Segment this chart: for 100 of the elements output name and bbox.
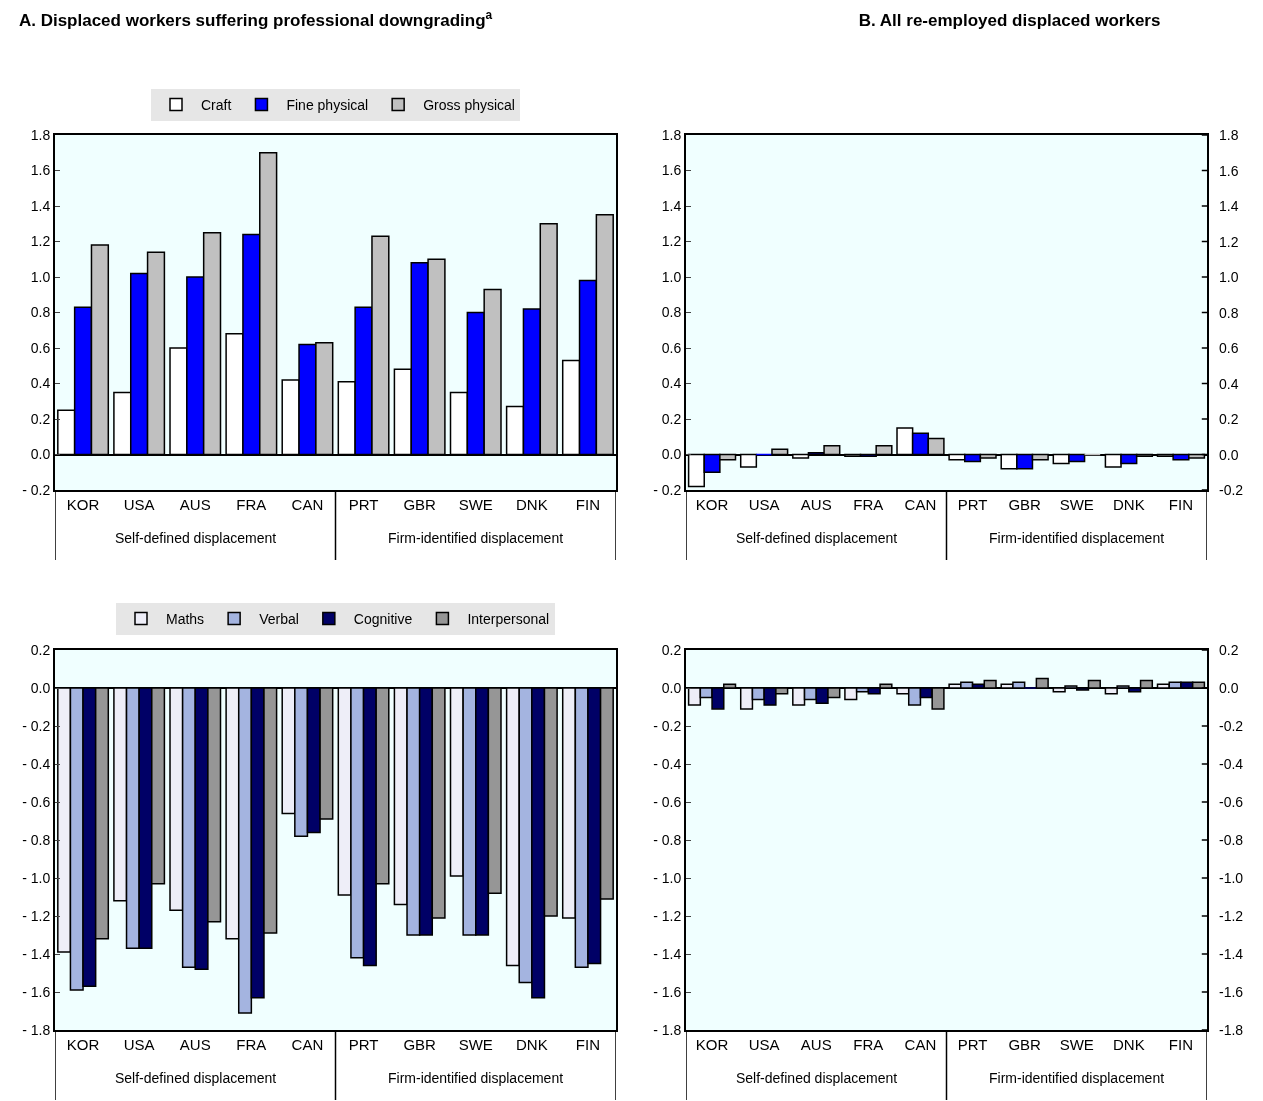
y-tick-label: 0.2 [30,641,51,658]
x-tick-label: SWE [458,496,493,513]
x-tick-label: DNK [1113,496,1145,513]
legend-label: Cognitive [353,610,413,627]
y2-tick-label: 0.2 [1219,642,1239,658]
x-tick-label: SWE [1059,1036,1094,1053]
y-tick-label: 0.4 [661,375,682,392]
y-tick-label: - 0.4 [653,755,682,772]
y-tick-label: 1.8 [661,126,682,143]
x-tick-label: KOR [695,1036,729,1053]
y2-tick-label: 1.6 [1219,163,1239,179]
y-tick-label: - 1.4 [22,945,51,962]
y-tick-label: 0.8 [30,304,51,321]
y-tick-label: - 0.8 [653,831,682,848]
y-tick-label: - 1.0 [653,869,682,886]
y2-tick-label: -0.6 [1219,794,1244,810]
y2-tick-label: 0.2 [1219,411,1239,427]
y2-tick-label: 1.4 [1219,198,1239,214]
y-tick-label: - 0.2 [22,481,51,498]
y-tick-label: - 1.6 [653,983,682,1000]
y-tick-label: 1.0 [661,268,682,285]
y2-tick-label: 0.4 [1219,376,1239,392]
x-tick-label: GBR [1008,1036,1042,1053]
y-tick-label: 0.0 [661,679,682,696]
y2-tick-label: -1.8 [1219,1022,1244,1038]
y2-tick-label: -1.0 [1219,870,1244,886]
y2-tick-label: -1.4 [1219,946,1244,962]
x-tick-label: SWE [1059,496,1094,513]
y2-tick-label: 0.6 [1219,340,1239,356]
text: Self-defined displacement [736,530,898,546]
y2-tick-label: 0.0 [1219,680,1239,696]
x-tick-label: PRT [348,1036,379,1053]
y-tick-label: 1.6 [661,162,682,179]
legend-label: Maths [166,610,205,627]
text: Firm-identified displacement [989,1070,1165,1086]
y2-tick-label: 1.0 [1219,269,1239,285]
y-tick-label: 1.8 [30,126,51,143]
y-tick-label: 1.4 [661,197,682,214]
y-tick-label: - 1.4 [653,945,682,962]
x-tick-label: DNK [516,496,548,513]
y-tick-label: 1.4 [30,197,51,214]
y2-tick-label: -0.8 [1219,832,1244,848]
y-tick-label: 1.2 [30,233,51,250]
y-tick-label: - 1.8 [22,1021,51,1038]
x-tick-label: AUS [800,1036,832,1053]
x-tick-label: FIN [575,1036,601,1053]
y2-tick-label: 0.0 [1219,447,1239,463]
y-tick-label: - 1.8 [653,1021,682,1038]
x-tick-label: USA [748,1036,780,1053]
y2-tick-label: 0.8 [1219,305,1239,321]
x-tick-label: CAN [904,1036,937,1053]
y-tick-label: - 1.2 [22,907,51,924]
x-tick-label: FRA [853,496,884,513]
x-tick-label: GBR [403,1036,437,1053]
x-tick-label: AUS [800,496,832,513]
x-tick-label: CAN [291,1036,324,1053]
x-tick-label: DNK [1113,1036,1145,1053]
x-tick-label: PRT [348,496,379,513]
y-tick-label: 1.2 [661,233,682,250]
y-tick-label: 0.4 [30,375,51,392]
x-tick-label: KOR [695,496,729,513]
y2-tick-label: 1.8 [1219,127,1239,143]
y-tick-label: - 0.2 [22,717,51,734]
x-tick-label: AUS [179,496,211,513]
x-tick-label: AUS [179,1036,211,1053]
y2-tick-label: -0.4 [1219,756,1244,772]
text: Firm-identified displacement [388,530,564,546]
x-tick-label: KOR [66,1036,100,1053]
y-tick-label: 0.0 [30,679,51,696]
x-tick-label: CAN [904,496,937,513]
x-tick-label: GBR [403,496,437,513]
x-tick-label: FRA [236,1036,267,1053]
text: Self-defined displacement [115,1070,277,1086]
y-tick-label: - 0.6 [22,793,51,810]
text: Self-defined displacement [736,1070,898,1086]
y-tick-label: - 0.6 [653,793,682,810]
legend-label: Fine physical [286,96,369,113]
chart-title: B. All re-employed displaced workers [858,10,1161,30]
x-tick-label: FRA [236,496,267,513]
x-tick-label: FIN [1168,496,1194,513]
x-tick-label: GBR [1008,496,1042,513]
x-tick-label: USA [748,496,780,513]
x-tick-label: FIN [1168,1036,1194,1053]
y-tick-label: - 0.4 [22,755,51,772]
x-tick-label: SWE [458,1036,493,1053]
y2-tick-label: -0.2 [1219,718,1244,734]
y-tick-label: 0.8 [661,304,682,321]
legend-label: Gross physical [423,96,515,113]
y-tick-label: - 0.2 [653,481,682,498]
y2-tick-label: -1.2 [1219,908,1244,924]
y-tick-label: - 1.0 [22,869,51,886]
legend-label: Verbal [259,610,299,627]
x-tick-label: PRT [957,1036,988,1053]
text: Firm-identified displacement [388,1070,564,1086]
y-tick-label: 0.0 [661,446,682,463]
x-tick-label: USA [123,496,155,513]
y-tick-label: - 0.8 [22,831,51,848]
x-tick-label: DNK [516,1036,548,1053]
y-tick-label: 1.0 [30,268,51,285]
chart-title: A. Displaced workers suffering professional downgrading$^{a}$ [18,7,493,30]
